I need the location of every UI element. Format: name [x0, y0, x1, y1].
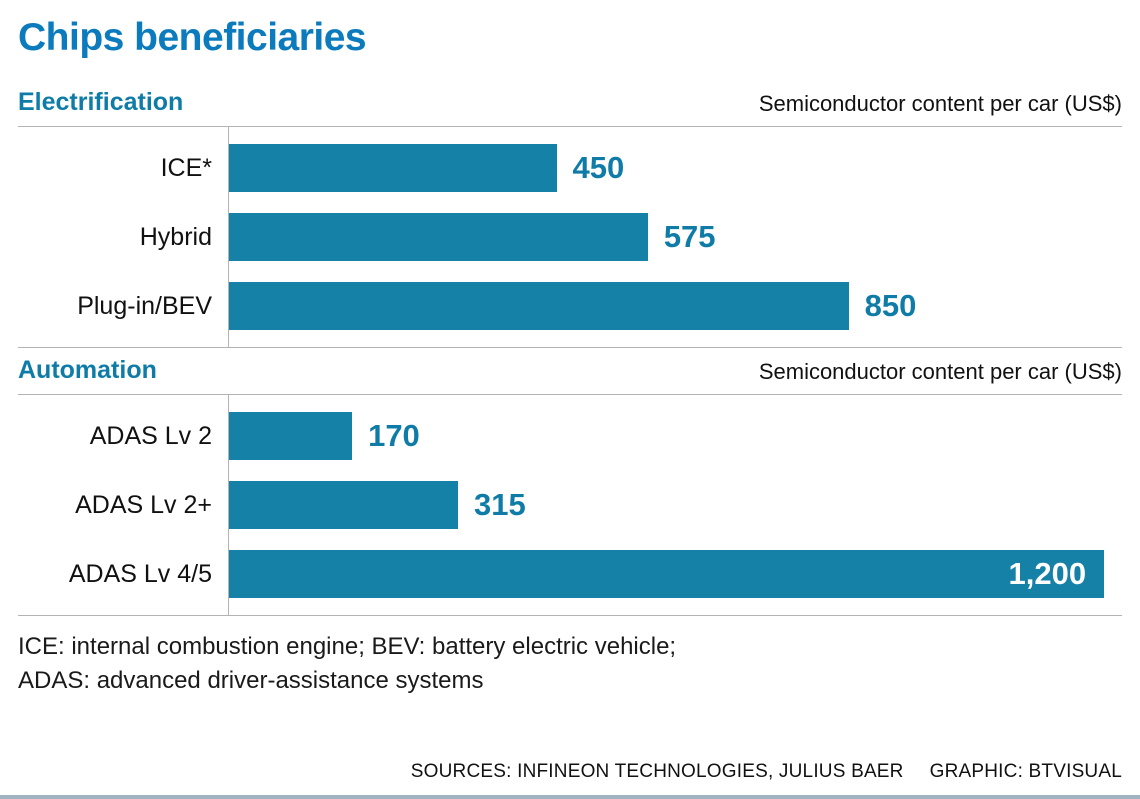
axis-note: Semiconductor content per car (US$)	[758, 359, 1122, 384]
chart-header: Automation Semiconductor content per car…	[18, 348, 1122, 395]
value-label: 450	[572, 150, 625, 185]
axis-note: Semiconductor content per car (US$)	[758, 91, 1122, 116]
category-label: ICE*	[160, 153, 212, 182]
footnote-line: ICE: internal combustion engine; BEV: ba…	[18, 633, 677, 660]
page-title: Chips beneficiaries	[18, 16, 367, 59]
bar	[228, 412, 353, 460]
value-label: 575	[663, 219, 716, 254]
bar-track: 1,200	[228, 550, 1122, 598]
credits: SOURCES: INFINEON TECHNOLOGIES, JULIUS B…	[18, 761, 1122, 795]
footnote-line: ADAS: advanced driver-assistance systems	[18, 667, 484, 695]
sources-credit: SOURCES: INFINEON TECHNOLOGIES, JULIUS B…	[410, 761, 904, 782]
category-label: ADAS Lv 4/5	[68, 559, 212, 588]
bar-track: 575	[228, 213, 1122, 261]
bar	[228, 144, 557, 192]
bar	[228, 282, 849, 330]
category-label: Plug-in/BEV	[77, 291, 212, 320]
graphic-credit: GRAPHIC: BTVISUAL	[929, 761, 1122, 782]
bar-track: 170	[228, 412, 1122, 460]
category-label: Hybrid	[139, 222, 212, 251]
category-label: ADAS Lv 2	[89, 421, 212, 450]
bar	[228, 213, 648, 261]
bar-row: ADAS Lv 2+ 315	[18, 481, 1122, 529]
bar-track: 450	[228, 144, 1122, 192]
section-title-automation: Automation	[18, 356, 157, 384]
bar-row: ADAS Lv 2 170	[18, 412, 1122, 460]
value-label: 850	[864, 288, 917, 323]
bar-track: 315	[228, 481, 1122, 529]
category-label: ADAS Lv 2+	[75, 490, 212, 519]
section-title-electrification: Electrification	[18, 88, 184, 116]
bar-chart-automation: ADAS Lv 2 170 ADAS Lv 2+ 315 ADAS Lv 4/5 1,20…	[18, 395, 1122, 616]
footnotes: ICE: internal combustion engine; BEV: ba…	[18, 630, 1122, 698]
bar-row: ICE* 450	[18, 144, 1122, 192]
bar-row: Plug-in/BEV 850	[18, 282, 1122, 330]
bar-row: Hybrid 575	[18, 213, 1122, 261]
bar-row: ADAS Lv 4/5 1,200	[18, 550, 1122, 598]
value-label: 1,200	[1008, 556, 1087, 591]
value-label: 170	[368, 418, 420, 453]
chart-electrification: Electrification Semiconductor content pe…	[18, 80, 1122, 348]
value-label: 315	[474, 487, 526, 522]
bar: 1,200	[228, 550, 1105, 598]
bar-track: 850	[228, 282, 1122, 330]
chart-automation: Automation Semiconductor content per car…	[18, 348, 1122, 616]
chart-header: Electrification Semiconductor content pe…	[18, 80, 1122, 127]
bar	[228, 481, 459, 529]
bar-chart-electrification: ICE* 450 Hybrid 575 Plug-in/BEV 850	[18, 127, 1122, 348]
